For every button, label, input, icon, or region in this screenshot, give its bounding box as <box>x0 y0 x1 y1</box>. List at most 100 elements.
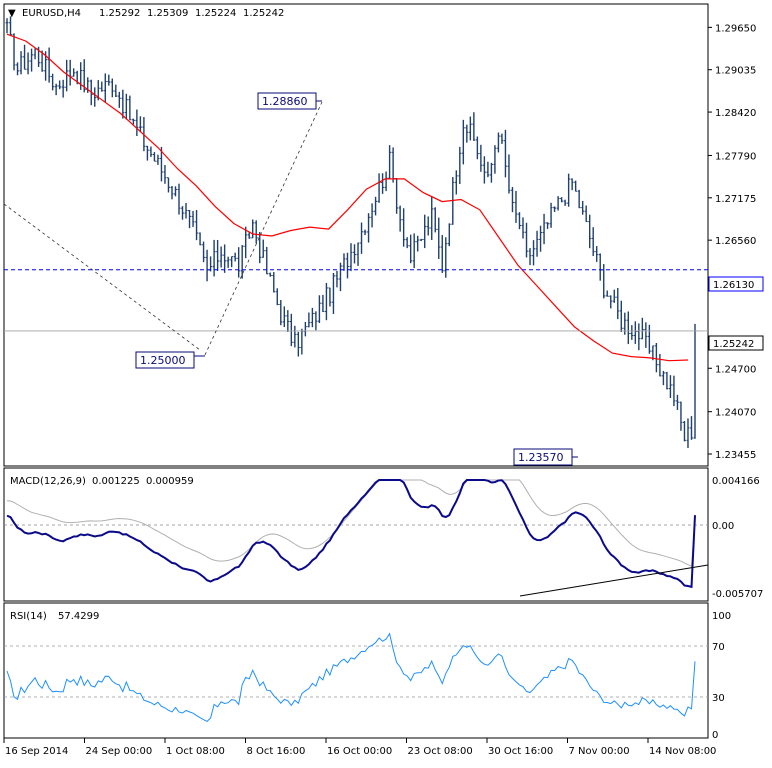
price-bar <box>191 210 195 227</box>
rsi-name: RSI(14) <box>10 611 47 622</box>
price-bar <box>219 246 223 268</box>
price-bar <box>675 394 679 410</box>
price-bar <box>289 313 293 347</box>
price-bar <box>212 239 216 277</box>
price-bar <box>65 59 69 92</box>
symbol-label: EURUSD,H4 <box>22 8 81 19</box>
price-bar <box>149 146 153 157</box>
price-bar <box>145 145 149 161</box>
close-value: 1.25242 <box>243 8 284 19</box>
price-bar <box>563 199 567 206</box>
time-axis: 16 Sep 2014 24 Sep 00:00 1 Oct 08:00 8 Oct … <box>3 738 716 757</box>
price-bar <box>567 173 571 207</box>
price-bar <box>577 189 581 209</box>
price-bar <box>131 118 135 125</box>
macd-signal-value: 0.000959 <box>146 476 194 487</box>
price-bar <box>444 237 448 278</box>
current-price-text: 1.25242 <box>713 339 754 350</box>
price-bar <box>363 229 367 236</box>
price-bar <box>121 89 125 119</box>
price-bar <box>405 237 409 249</box>
price-tick-label: 1.26560 <box>715 236 756 247</box>
price-bar <box>335 270 339 288</box>
price-bar <box>503 129 507 178</box>
price-bar <box>668 375 672 398</box>
price-bar <box>342 253 346 271</box>
price-bar <box>549 202 553 228</box>
macd-trendline <box>519 564 709 597</box>
price-bar <box>233 252 237 262</box>
price-bar <box>468 116 472 141</box>
price-bar <box>216 240 220 271</box>
price-bar <box>338 262 342 292</box>
price-bar <box>612 289 616 303</box>
price-bar <box>458 146 462 185</box>
price-bar <box>296 331 300 357</box>
price-bar <box>689 416 693 440</box>
price-candles <box>5 16 697 449</box>
price-bar <box>465 124 469 143</box>
price-bar <box>128 95 132 121</box>
price-bar <box>110 78 114 98</box>
price-bar <box>482 156 486 184</box>
macd-axis-max: 0.004166 <box>712 476 760 487</box>
current-price-box: 1.25242 <box>708 335 764 351</box>
price-bar <box>640 317 644 340</box>
price-bar <box>679 401 683 431</box>
price-bar <box>173 186 177 197</box>
price-bar <box>184 202 188 219</box>
price-bar <box>665 371 669 390</box>
rsi-value: 57.4299 <box>58 611 99 622</box>
price-bar <box>237 247 241 278</box>
macd-axis-min: -0.005707 <box>712 589 763 600</box>
price-bar <box>226 256 230 268</box>
trend-dash-1 <box>3 203 201 351</box>
price-bar <box>423 214 427 249</box>
price-bar <box>686 418 690 449</box>
price-bar <box>461 119 465 165</box>
price-bar <box>177 183 181 215</box>
label-high-text: 1.28860 <box>262 95 308 108</box>
price-bar <box>595 246 599 262</box>
price-bar <box>360 222 364 254</box>
time-tick-label: 1 Oct 08:00 <box>166 746 225 757</box>
time-tick-label: 24 Sep 00:00 <box>86 746 153 757</box>
rsi-line <box>6 632 696 723</box>
price-bar <box>353 244 357 264</box>
price-tick-label: 1.27790 <box>715 151 756 162</box>
time-tick-label: 16 Oct 00:00 <box>327 746 392 757</box>
price-bar <box>307 312 311 328</box>
price-bar <box>430 197 434 241</box>
price-bar <box>398 205 402 232</box>
price-bar <box>331 272 335 314</box>
price-bar <box>16 62 20 76</box>
price-bar <box>486 161 490 178</box>
price-bar <box>286 310 290 332</box>
price-bar <box>654 343 658 373</box>
price-bar <box>510 186 514 213</box>
price-bar <box>117 91 121 108</box>
price-bar <box>616 288 620 320</box>
low-value: 1.25224 <box>195 8 236 19</box>
high-value: 1.25309 <box>147 8 188 19</box>
price-tick-label: 1.29035 <box>715 66 756 77</box>
price-bar <box>539 225 543 252</box>
dropdown-triangle-icon[interactable]: ▼ <box>8 8 16 19</box>
price-bar <box>244 226 248 259</box>
price-bar <box>275 288 279 306</box>
price-bar <box>609 295 613 309</box>
price-bar <box>293 325 297 348</box>
label-high: 1.28860 <box>257 92 317 110</box>
macd-signal-line <box>6 479 696 567</box>
price-bar <box>328 287 332 307</box>
price-bar <box>493 145 497 174</box>
price-bar <box>630 325 634 340</box>
price-bar <box>658 353 662 377</box>
price-bar <box>412 233 416 269</box>
price-bar <box>23 44 27 70</box>
price-tick-label: 1.27175 <box>715 194 756 205</box>
macd-main-line <box>6 479 696 589</box>
price-bar <box>517 212 521 230</box>
price-bar <box>388 145 392 179</box>
time-tick-label: 14 Nov 08:00 <box>649 746 716 757</box>
